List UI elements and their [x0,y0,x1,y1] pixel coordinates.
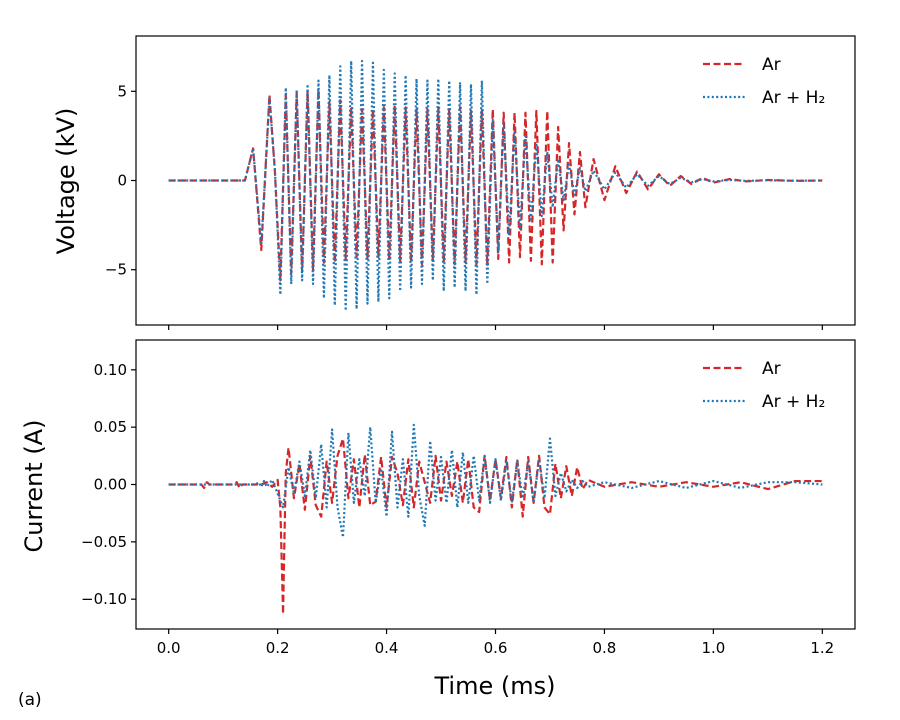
y-tick-label: 0.10 [94,361,127,379]
current-ylabel: Current (A) [20,420,48,553]
x-tick-label: 0.2 [266,639,290,657]
current-panel: −0.10 −0.05 0.00 0.05 0.10 0.0 0.2 0.4 0.6 0.8 1.… [20,339,856,700]
x-tick-label: 0.0 [157,639,181,657]
voltage-ylabel: Voltage (kV) [52,108,80,255]
series-line-ar-h2 [168,59,823,312]
current-xlabel: Time (ms) [434,672,556,700]
voltage-panel: −5 0 5 Voltage (kV) Ar Ar + H₂ [52,35,856,330]
x-tick-label: 0.6 [484,639,508,657]
series-line-ar-h2 [168,423,823,539]
series-line-ar [168,437,823,616]
figure-label: (a) [18,690,42,710]
x-tick-label: 1.0 [701,639,725,657]
voltage-legend: Ar Ar + H₂ [703,55,825,108]
legend-label-ar: Ar [762,359,781,379]
x-tick-label: 1.2 [810,639,834,657]
legend-label-ar: Ar [762,55,781,75]
legend-label-ar-h2: Ar + H₂ [762,88,825,108]
x-tick-label: 0.8 [593,639,617,657]
legend-label-ar-h2: Ar + H₂ [762,392,825,412]
y-tick-label: 0.00 [94,476,127,494]
y-tick-label: −5 [105,261,127,279]
y-tick-label: 0.05 [94,418,127,436]
y-tick-label: 5 [117,82,127,100]
series-line-ar [168,88,823,282]
y-tick-label: −0.05 [81,533,127,551]
current-legend: Ar Ar + H₂ [703,359,825,412]
y-tick-label: −0.10 [81,590,127,608]
y-tick-label: 0 [117,172,127,190]
x-tick-label: 0.4 [375,639,399,657]
